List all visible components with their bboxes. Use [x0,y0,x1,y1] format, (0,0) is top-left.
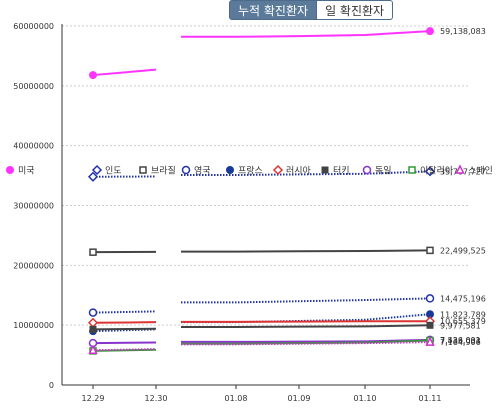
data-point [426,246,434,255]
data-point [91,164,103,176]
data-point [362,165,372,175]
series-line [181,341,431,346]
legend-label: 스페인 [468,166,493,177]
data-point [181,165,191,175]
end-value-label: 14,475,196 [440,294,486,303]
x-tick-label: 12.29 [82,394,105,403]
series-line [92,341,157,345]
end-value-label: 22,499,525 [440,246,486,255]
x-tick-label: 01.10 [354,394,377,403]
end-value-label: 59,138,083 [440,27,486,36]
data-point [89,325,97,333]
data-point [88,308,98,317]
series-line [181,338,431,343]
data-point [425,294,435,303]
data-point [426,27,434,36]
series-line [181,170,431,176]
data-point [425,336,435,346]
legend-label: 터키 [333,166,350,177]
series-브라질: 22,499,525 [89,246,486,256]
data-point [88,344,98,355]
legend-label: 브라질 [151,165,176,177]
legend-label: 미국 [18,166,35,177]
x-tick-label: 12.30 [145,394,168,403]
legend: 미국 인도 브라질 영국 프랑스 러시아 터키 독일 이탈리아 스페인 [6,164,493,177]
data-point [424,166,436,177]
data-point [455,164,465,174]
series-line [181,249,431,253]
y-tick-label: 20000000 [13,261,54,270]
x-tick-label: 01.08 [225,394,248,403]
end-value-label: 10,655,379 [440,317,486,326]
data-point [272,164,284,176]
y-tick-label: 40000000 [13,142,54,151]
x-tick-label: 01.11 [419,394,442,403]
data-point [321,166,329,174]
y-tick-label: 50000000 [13,82,54,91]
view-toggle: 누적 확진환자 일 확진환자 [229,0,394,20]
end-value-label: 7,164,906 [440,338,481,347]
y-tick-label: 30000000 [13,202,54,211]
series-미국: 59,138,083 [89,27,486,80]
y-tick-label: 60000000 [13,22,54,31]
x-tick-label: 01.09 [288,394,311,403]
data-point [89,248,97,256]
series-line [181,30,431,38]
end-value-label: 11,823,789 [440,310,486,319]
data-point [6,166,14,174]
data-point [87,171,99,182]
series-line [92,310,157,314]
daily-cases-tab[interactable]: 일 확진환자 [317,0,394,20]
y-tick-label: 10000000 [13,321,54,330]
series-line [92,321,157,324]
end-value-label: 7,536,001 [440,336,481,345]
series-line [181,320,431,323]
y-tick-label: 0 [49,381,54,390]
end-value-label: 7,433,033 [440,337,481,346]
legend-label: 인도 [105,166,122,177]
data-point [226,166,234,174]
series-line [181,324,431,328]
series-스페인: 7,164,906 [88,336,481,355]
data-point [426,321,434,329]
series-영국: 14,475,196 [88,294,486,317]
legend-label: 프랑스 [238,165,263,177]
series-line [92,327,157,331]
series-line [92,68,157,77]
data-point [139,166,147,174]
data-point [408,166,416,174]
data-point [89,71,97,80]
legend-label: 러시아 [286,166,312,177]
cumulative-cases-tab[interactable]: 누적 확진환자 [229,0,318,20]
series-line [181,297,431,304]
legend-label: 이탈리아 [420,166,454,177]
end-value-label: 9,977,581 [440,321,481,330]
legend-label: 독일 [375,166,392,177]
series-터키: 9,977,581 [89,321,481,333]
legend-label: 영국 [194,166,211,177]
